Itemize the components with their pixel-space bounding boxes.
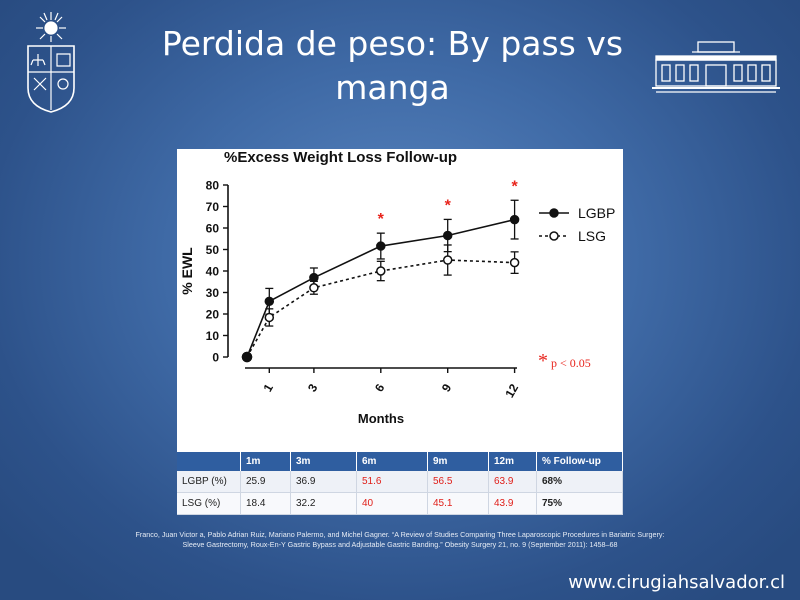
- data-point-lgbp: [309, 272, 319, 283]
- significance-star: *: [445, 197, 452, 214]
- data-point-lsg: [509, 257, 520, 268]
- y-tick-label: 70: [206, 200, 220, 214]
- data-point-lgbp: [509, 214, 520, 225]
- figure-panel: %Excess Weight Loss Follow-up 0 10 20 30 40 5…: [177, 149, 623, 515]
- table-cell: 51.6: [356, 471, 428, 493]
- x-tick-label: 6: [372, 381, 388, 394]
- website-url: www.cirugiahsalvador.cl: [568, 572, 785, 593]
- university-crest-logo: [27, 12, 75, 113]
- y-tick-label: 20: [206, 308, 220, 322]
- x-tick-label: 3: [305, 381, 321, 394]
- table-cell: 43.9: [488, 492, 537, 515]
- citation: Franco, Juan Victor a, Pablo Adrian Ruiz…: [60, 530, 740, 550]
- table-cell: LGBP (%): [177, 471, 241, 493]
- x-axis-label: Months: [358, 411, 404, 426]
- table-cell: 18.4: [240, 492, 291, 515]
- slide-title-line2: manga: [335, 68, 450, 107]
- y-tick-label: 60: [206, 222, 220, 236]
- series-line-lgbp: [246, 218, 515, 358]
- data-point-lgbp: [376, 241, 386, 251]
- table-header-cell: % Follow-up: [536, 452, 623, 471]
- data-point-lsg: [264, 312, 275, 323]
- significance-star: *: [538, 350, 548, 372]
- slide-title-line1: Perdida de peso: By pass vs: [161, 24, 624, 63]
- table-cell: 40: [356, 492, 428, 515]
- table-cell: 68%: [536, 471, 623, 493]
- table-row: LGBP (%) 25.9 36.9 51.6 56.5 63.9 68%: [177, 471, 623, 493]
- x-tick-label: 12: [502, 381, 521, 400]
- table-header-cell: 9m: [427, 452, 489, 471]
- significance-label: p < 0.05: [551, 356, 591, 370]
- y-tick-label: 40: [206, 265, 220, 279]
- table-cell: 25.9: [240, 471, 291, 493]
- significance-star: *: [378, 211, 385, 228]
- table-cell: 45.1: [427, 492, 489, 515]
- y-tick-label: 30: [206, 286, 220, 300]
- table-row: LSG (%) 18.4 32.2 40 45.1 43.9 75%: [177, 492, 623, 515]
- slide-title: Perdida de peso: By pass vs manga: [120, 22, 665, 110]
- table-header-row: 1m 3m 6m 9m 12m % Follow-up: [177, 452, 623, 471]
- y-tick-label: 10: [206, 329, 220, 343]
- hospital-building-logo: [652, 41, 780, 93]
- table-cell: 75%: [536, 492, 623, 515]
- table-cell: 56.5: [427, 471, 489, 493]
- y-tick-label: 80: [206, 179, 220, 193]
- table-header-cell: 1m: [240, 452, 291, 471]
- table-cell: 63.9: [488, 471, 537, 493]
- table-cell: 36.9: [290, 471, 357, 493]
- chart-title: %Excess Weight Loss Follow-up: [224, 149, 457, 166]
- y-tick-label: 50: [206, 243, 220, 257]
- table-header-cell: 3m: [290, 452, 357, 471]
- data-point-lsg: [376, 266, 386, 276]
- data-point-lgbp: [442, 230, 453, 241]
- table-header-cell: 6m: [356, 452, 428, 471]
- legend-label-lgbp: LGBP: [578, 205, 615, 221]
- x-tick-label: 1: [260, 381, 276, 394]
- y-axis-label: % EWL: [179, 247, 195, 295]
- table-cell: 32.2: [290, 492, 357, 515]
- table-header-cell: 12m: [488, 452, 537, 471]
- y-tick-label: 0: [212, 351, 219, 365]
- data-point-lsg: [241, 351, 253, 363]
- significance-star: *: [511, 178, 518, 195]
- ewl-summary-table: 1m 3m 6m 9m 12m % Follow-up LGBP (%) 25.…: [177, 452, 623, 515]
- table-cell: LSG (%): [177, 492, 241, 515]
- table-header-cell: [177, 452, 241, 471]
- citation-line2: Sleeve Gastrectomy, Roux-En-Y Gastric By…: [182, 540, 618, 549]
- legend-marker-lgbp: [549, 208, 559, 218]
- x-tick-label: 9: [439, 381, 455, 394]
- data-point-lsg: [442, 255, 453, 265]
- data-point-lgbp: [264, 296, 275, 307]
- ewl-line-chart: %Excess Weight Loss Follow-up 0 10 20 30 40 5…: [179, 149, 615, 426]
- legend-marker-lsg: [549, 231, 559, 241]
- data-point-lsg: [309, 283, 319, 293]
- legend-label-lsg: LSG: [578, 228, 606, 244]
- citation-line1: Franco, Juan Victor a, Pablo Adrian Ruiz…: [135, 530, 665, 539]
- series-line-lsg: [246, 259, 515, 358]
